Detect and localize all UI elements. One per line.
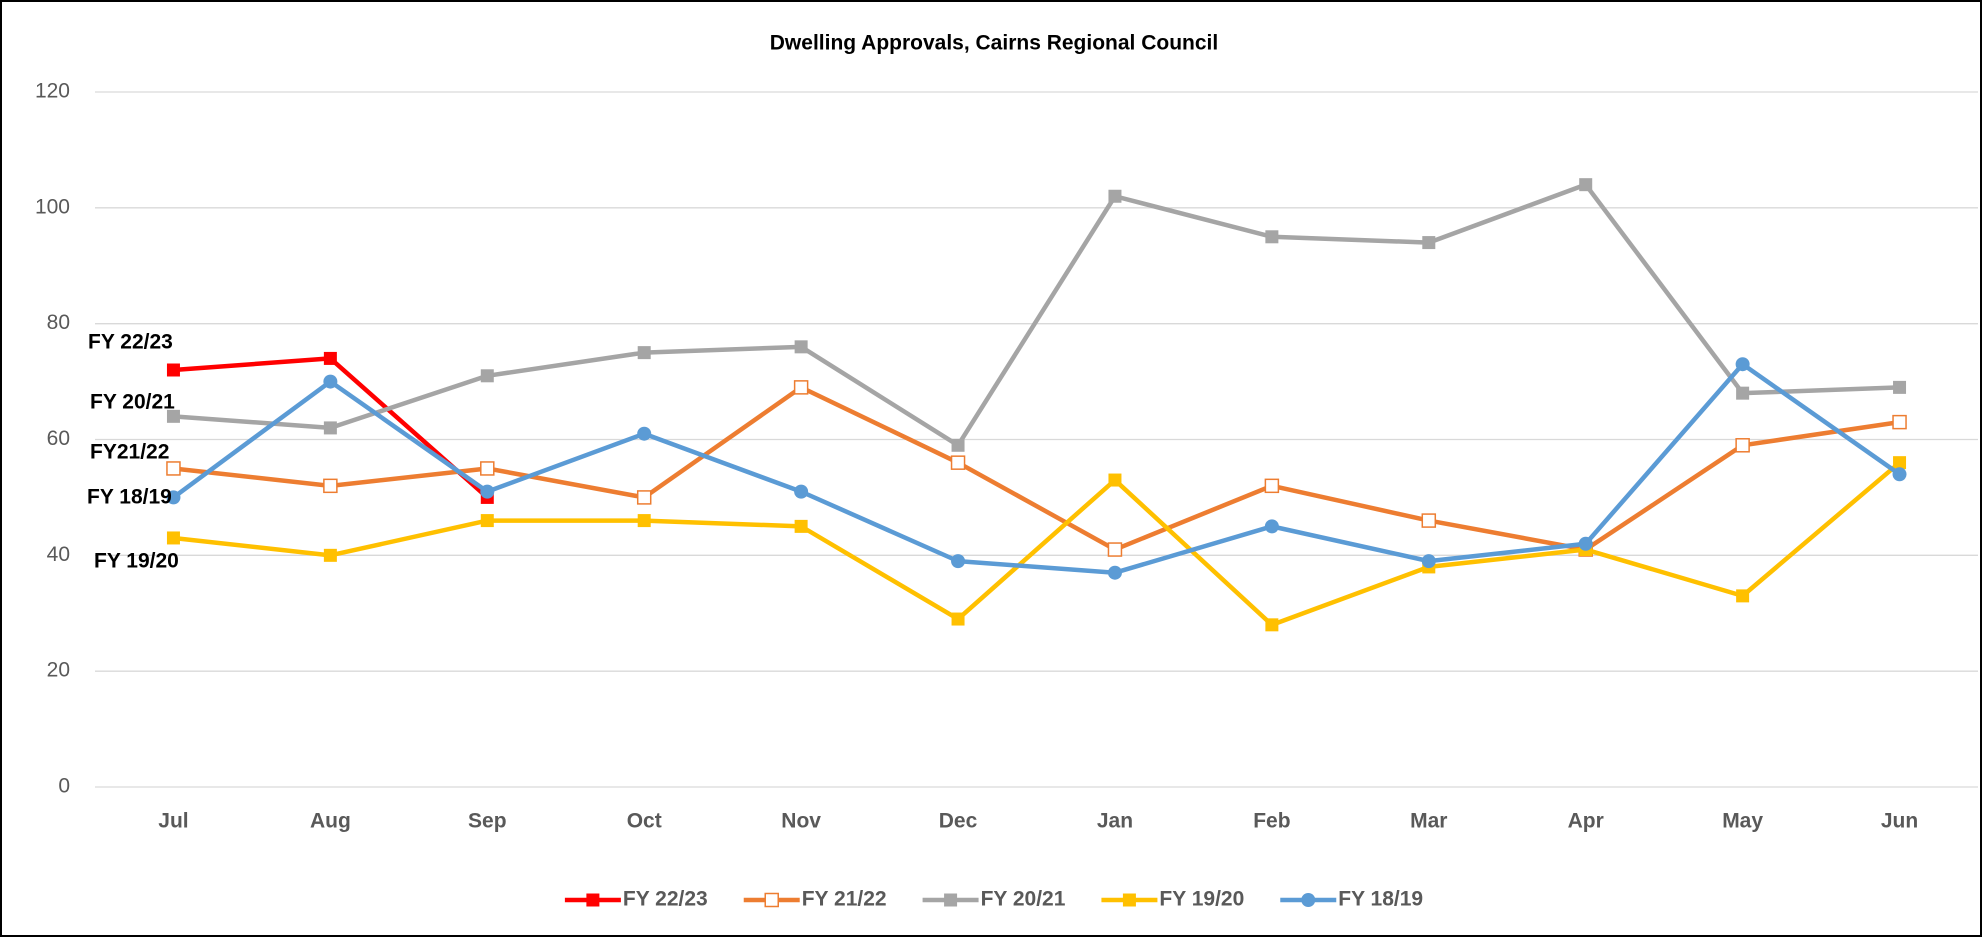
data-point: [166, 409, 180, 423]
data-point: [793, 380, 809, 395]
data-point: [1421, 554, 1436, 569]
data-point: [950, 455, 966, 470]
data-point: [480, 514, 494, 528]
data-point: [323, 374, 338, 389]
data-point: [323, 548, 337, 562]
data-point: [637, 514, 651, 528]
data-point: [1735, 357, 1750, 372]
data-point: [1892, 414, 1907, 430]
legend-label: FY 19/20: [1159, 888, 1244, 911]
data-point: [166, 490, 181, 505]
legend-marker: [1301, 893, 1316, 907]
legend-label: FY 20/21: [981, 888, 1066, 911]
y-tick-label: 0: [58, 775, 70, 798]
data-point: [1265, 618, 1279, 632]
data-point: [1578, 536, 1593, 551]
legend-label: FY 18/19: [1338, 888, 1423, 911]
data-point: [794, 484, 809, 499]
y-tick-label: 100: [35, 195, 70, 218]
data-point: [323, 478, 338, 494]
x-tick-label: Jan: [1097, 810, 1133, 833]
data-point: [480, 369, 494, 383]
chart-title: Dwelling Approvals, Cairns Regional Coun…: [770, 32, 1218, 55]
data-point: [323, 421, 337, 435]
x-tick-label: Oct: [627, 810, 662, 833]
data-point: [1893, 456, 1907, 470]
legend-marker: [944, 893, 958, 907]
x-tick-label: Sep: [468, 810, 507, 833]
x-tick-label: Mar: [1410, 810, 1447, 833]
data-point: [166, 461, 181, 476]
data-point: [636, 490, 652, 505]
data-point: [637, 346, 651, 360]
series-line: [173, 182, 1900, 448]
data-point: [1265, 230, 1279, 244]
data-point: [794, 340, 808, 354]
legend-marker: [586, 893, 600, 907]
x-tick-label: May: [1722, 810, 1763, 833]
data-point: [323, 351, 337, 365]
data-point: [1108, 473, 1122, 487]
legend-label: FY 21/22: [802, 888, 887, 911]
series-line: [172, 361, 1901, 575]
data-point: [1579, 178, 1593, 192]
data-point: [951, 554, 966, 569]
legend: FY 22/23 FY 21/22 FY 20/21 FY 19/20 FY 18/19: [564, 888, 1423, 911]
x-tick-label: Apr: [1568, 810, 1604, 833]
y-tick-label: 120: [35, 80, 70, 103]
data-point: [1108, 189, 1122, 203]
data-point: [166, 363, 180, 377]
x-tick-label: Aug: [310, 810, 351, 833]
data-point: [1264, 519, 1279, 534]
x-tick-label: Jun: [1881, 810, 1918, 833]
annotation: FY 18/19: [87, 486, 172, 509]
data-point: [166, 531, 180, 545]
y-tick-label: 40: [47, 543, 70, 566]
data-point: [1107, 565, 1122, 580]
annotation: FY 22/23: [88, 331, 173, 354]
y-tick-label: 20: [47, 659, 70, 682]
data-point: [794, 519, 808, 533]
x-tick-label: Dec: [939, 810, 978, 833]
data-point: [637, 426, 652, 441]
x-tick-label: Nov: [781, 810, 821, 833]
data-point: [1107, 542, 1123, 557]
x-tick-label: Feb: [1253, 810, 1290, 833]
data-point: [951, 438, 965, 452]
data-point: [951, 612, 965, 626]
annotation: FY21/22: [90, 441, 169, 464]
data-point: [1264, 478, 1280, 494]
annotation: FY 19/20: [94, 550, 179, 573]
legend-marker: [764, 892, 779, 908]
legend-label: FY 22/23: [623, 888, 708, 911]
annotation: FY 20/21: [90, 391, 175, 414]
data-point: [1735, 438, 1750, 453]
data-point: [1422, 236, 1436, 250]
data-point: [480, 461, 495, 476]
data-point: [1892, 467, 1907, 482]
data-point: [1893, 380, 1907, 394]
y-tick-label: 80: [47, 311, 70, 334]
data-point: [1421, 513, 1437, 528]
data-point: [1736, 386, 1750, 400]
y-tick-label: 60: [47, 427, 70, 450]
data-point: [480, 484, 495, 499]
series-line: [173, 460, 1901, 628]
x-tick-label: Jul: [158, 810, 188, 833]
legend-marker: [1122, 893, 1136, 907]
data-point: [1736, 589, 1750, 603]
